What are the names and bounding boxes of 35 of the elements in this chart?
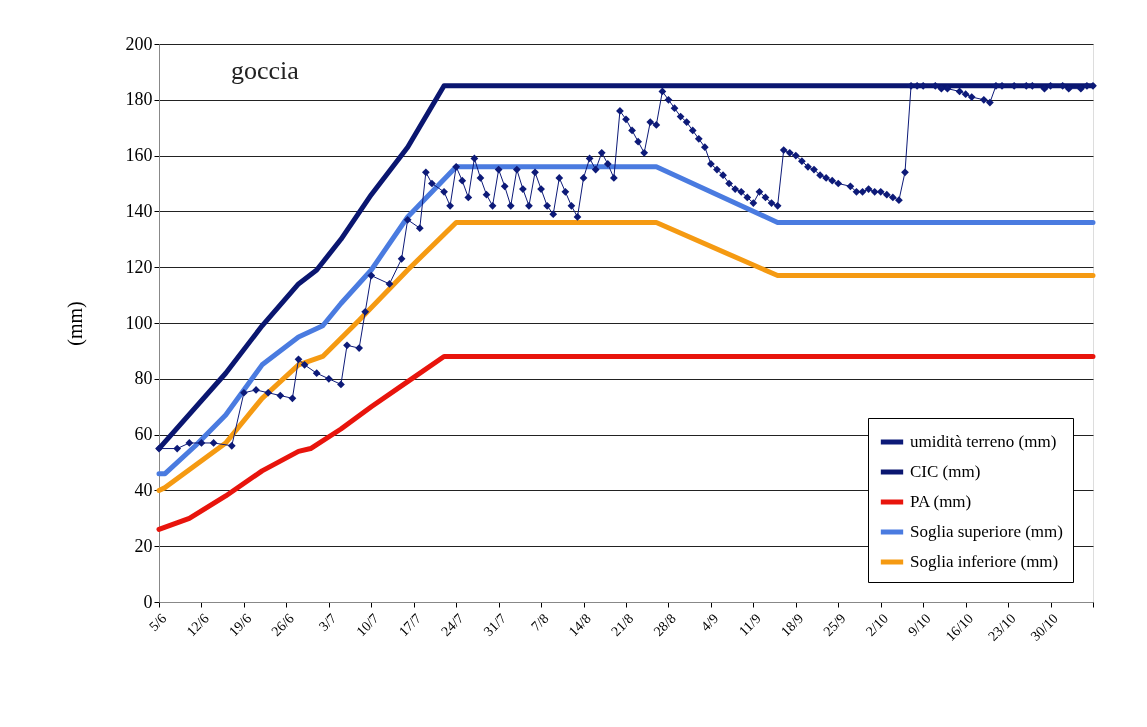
x-tick-label: 31/7: [480, 610, 510, 639]
x-tick-label: 9/10: [905, 610, 934, 639]
x-tick-label: 10/7: [353, 610, 382, 639]
y-tick-label: 100: [125, 312, 153, 333]
y-tick-label: 180: [125, 89, 153, 110]
y-tick-label: 200: [125, 33, 153, 54]
y-tick-label: 40: [134, 479, 153, 500]
y-tick-label: 120: [125, 256, 153, 277]
legend-label: Soglia inferiore (mm): [910, 552, 1059, 571]
y-tick-label: 60: [134, 424, 153, 445]
x-tick-label: 25/9: [820, 610, 849, 639]
legend-label: Soglia superiore (mm): [910, 522, 1063, 541]
x-tick-label: 3/7: [315, 610, 340, 635]
y-tick-label: 0: [143, 591, 153, 612]
x-tick-label: 17/7: [395, 610, 425, 639]
x-tick-label: 14/8: [565, 610, 594, 639]
x-tick-label: 21/8: [608, 610, 637, 639]
x-tick-label: 19/6: [226, 610, 255, 639]
y-tick-label: 160: [125, 145, 153, 166]
x-tick-label: 7/8: [528, 610, 552, 635]
x-tick-label: 18/9: [778, 610, 807, 639]
y-tick-label: 20: [134, 535, 153, 556]
x-tick-label: 2/10: [862, 610, 892, 639]
annotation: goccia: [231, 56, 300, 85]
legend-label: CIC (mm): [910, 462, 981, 481]
y-tick-label: 140: [125, 200, 153, 221]
x-tick-label: 12/6: [183, 610, 212, 639]
legend-label: umidità terreno (mm): [910, 432, 1057, 451]
x-tick-label: 28/8: [650, 610, 679, 639]
y-tick-label: 80: [134, 368, 153, 389]
x-tick-label: 11/9: [735, 610, 764, 639]
x-tick-label: 5/6: [146, 610, 170, 635]
x-tick-label: 4/9: [698, 610, 722, 635]
y-axis-title: (mm): [63, 301, 87, 346]
legend-label: PA (mm): [910, 492, 972, 511]
